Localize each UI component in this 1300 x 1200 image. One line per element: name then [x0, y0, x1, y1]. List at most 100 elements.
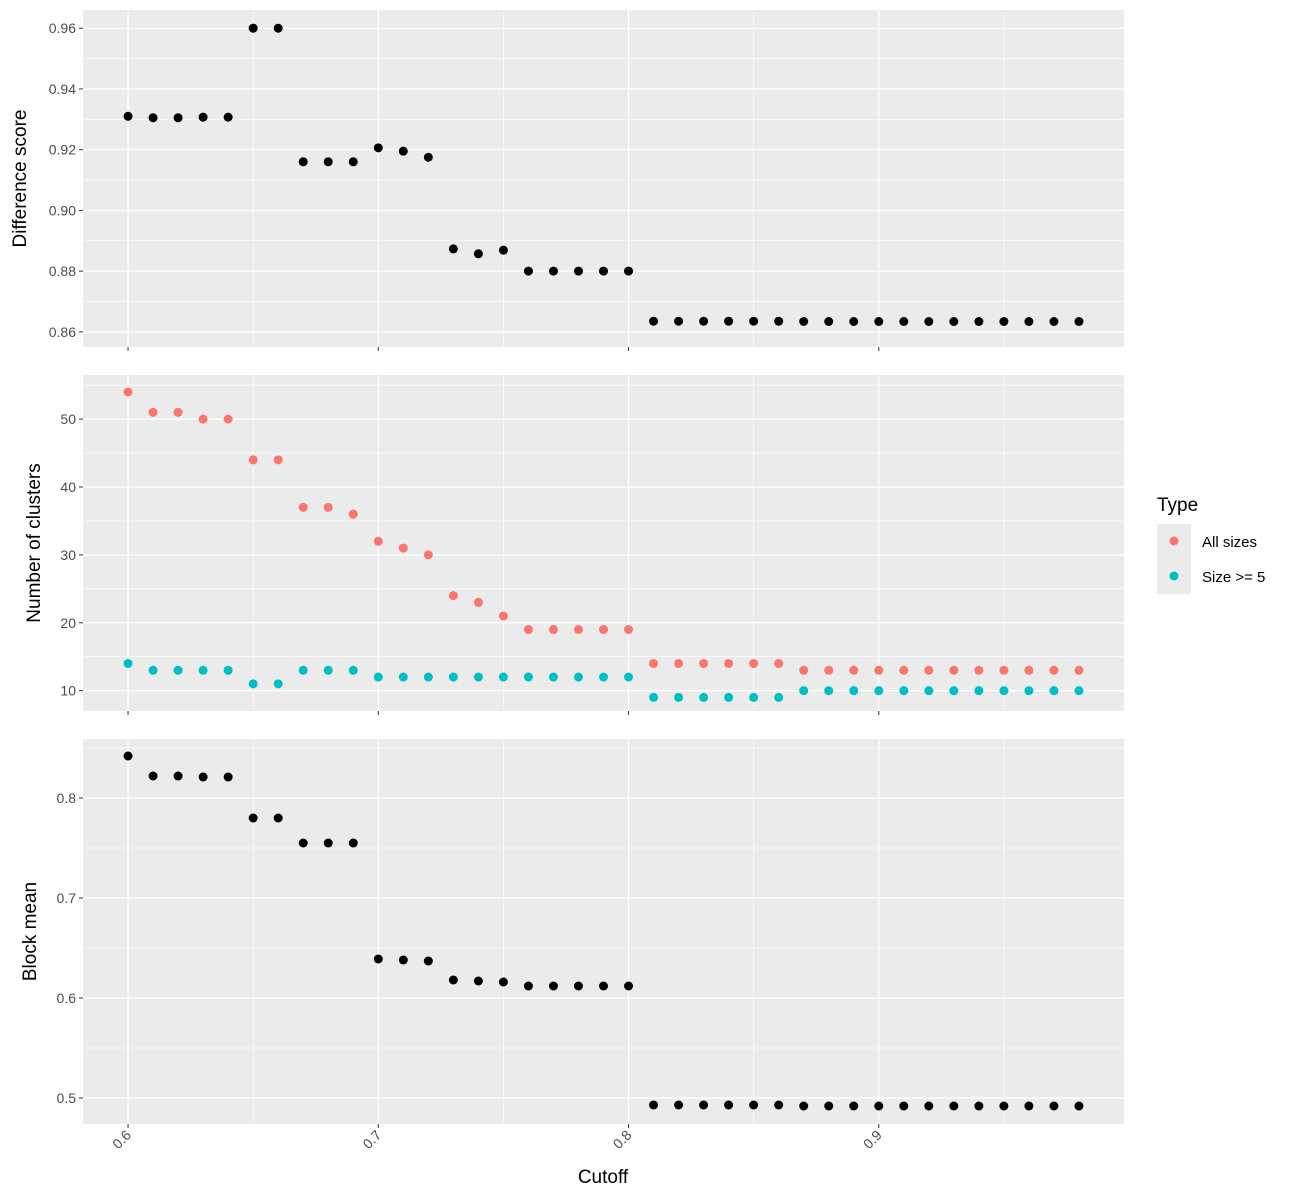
data-point [774, 692, 784, 702]
data-point [724, 1100, 734, 1110]
data-point [649, 692, 659, 702]
data-point [223, 665, 233, 675]
data-point [373, 143, 383, 153]
data-point [348, 157, 358, 167]
y-tick-label: 0.86 [49, 324, 76, 340]
data-point [198, 772, 208, 782]
data-point [724, 658, 734, 668]
y-axis-title: Block mean [20, 882, 41, 981]
data-point [849, 686, 859, 696]
series-difference-score [123, 23, 1084, 326]
data-point [1049, 686, 1059, 696]
data-point [799, 665, 809, 675]
data-point [599, 672, 608, 682]
data-point [974, 1101, 984, 1111]
data-point [599, 625, 608, 635]
data-point [974, 665, 984, 675]
data-point [223, 414, 233, 424]
y-axis-title: Difference score [10, 110, 31, 248]
data-point [749, 658, 759, 668]
data-point [824, 316, 834, 326]
data-point [674, 692, 684, 702]
data-point [298, 502, 308, 512]
data-point [799, 1101, 809, 1111]
data-point [1024, 665, 1034, 675]
data-point [348, 838, 358, 848]
data-point [724, 316, 734, 326]
data-point [974, 316, 984, 326]
data-point [774, 1100, 784, 1110]
data-point [1024, 316, 1034, 326]
data-point [448, 672, 458, 682]
y-tick-label: 0.6 [57, 990, 77, 1006]
data-point [1024, 1101, 1034, 1111]
data-point [423, 672, 433, 682]
data-point [874, 686, 884, 696]
data-point [398, 672, 408, 682]
data-point [498, 611, 508, 621]
y-tick-label: 0.5 [57, 1090, 77, 1106]
data-point [824, 686, 834, 696]
data-point [624, 672, 634, 682]
data-point [123, 387, 133, 397]
panel-background [83, 10, 1124, 347]
legend-label-size-ge-5: Size >= 5 [1202, 569, 1265, 586]
data-point [273, 455, 283, 465]
data-point [248, 23, 258, 33]
data-point [749, 1100, 759, 1110]
series-size-5 [123, 658, 1084, 702]
data-point [824, 1101, 834, 1111]
data-point [248, 679, 258, 689]
data-point [824, 665, 834, 675]
legend-key-all-sizes [1169, 536, 1179, 546]
data-point [473, 976, 483, 986]
legend: Type All sizes Size >= 5 [1157, 495, 1265, 594]
data-point [498, 977, 508, 987]
data-point [573, 672, 583, 682]
data-point [1024, 686, 1034, 696]
panel-number-of-clusters: 10 20 30 40 50 Number of clusters [24, 375, 1124, 715]
data-point [348, 665, 358, 675]
data-point [523, 266, 533, 276]
data-point [774, 316, 784, 326]
data-point [548, 672, 558, 682]
data-point [473, 249, 483, 259]
y-tick-label: 0.8 [57, 790, 77, 806]
data-point [123, 658, 133, 668]
data-point [298, 157, 308, 167]
data-point [148, 771, 158, 781]
data-point [423, 550, 433, 560]
data-point [323, 665, 333, 675]
data-point [874, 1101, 884, 1111]
data-point [1074, 686, 1084, 696]
data-point [1074, 1101, 1084, 1111]
data-point [523, 672, 533, 682]
data-point [448, 975, 458, 985]
data-point [799, 686, 809, 696]
data-point [298, 665, 308, 675]
data-point [649, 658, 659, 668]
series-all-sizes [123, 387, 1084, 675]
data-point [999, 686, 1009, 696]
data-point [173, 665, 183, 675]
data-point [1049, 1101, 1059, 1111]
data-point [699, 692, 709, 702]
data-point [548, 625, 558, 635]
data-point [1074, 316, 1084, 326]
data-point [173, 407, 183, 417]
data-point [273, 679, 283, 689]
data-point [248, 455, 258, 465]
data-point [924, 686, 934, 696]
data-point [674, 658, 684, 668]
legend-title: Type [1157, 495, 1198, 516]
y-tick-label: 0.90 [49, 202, 76, 218]
data-point [273, 23, 283, 33]
data-point [498, 245, 508, 255]
data-point [398, 955, 408, 965]
data-point [523, 625, 533, 635]
data-point [974, 686, 984, 696]
data-point [198, 414, 208, 424]
y-tick-label: 0.94 [49, 81, 76, 97]
data-point [874, 665, 884, 675]
